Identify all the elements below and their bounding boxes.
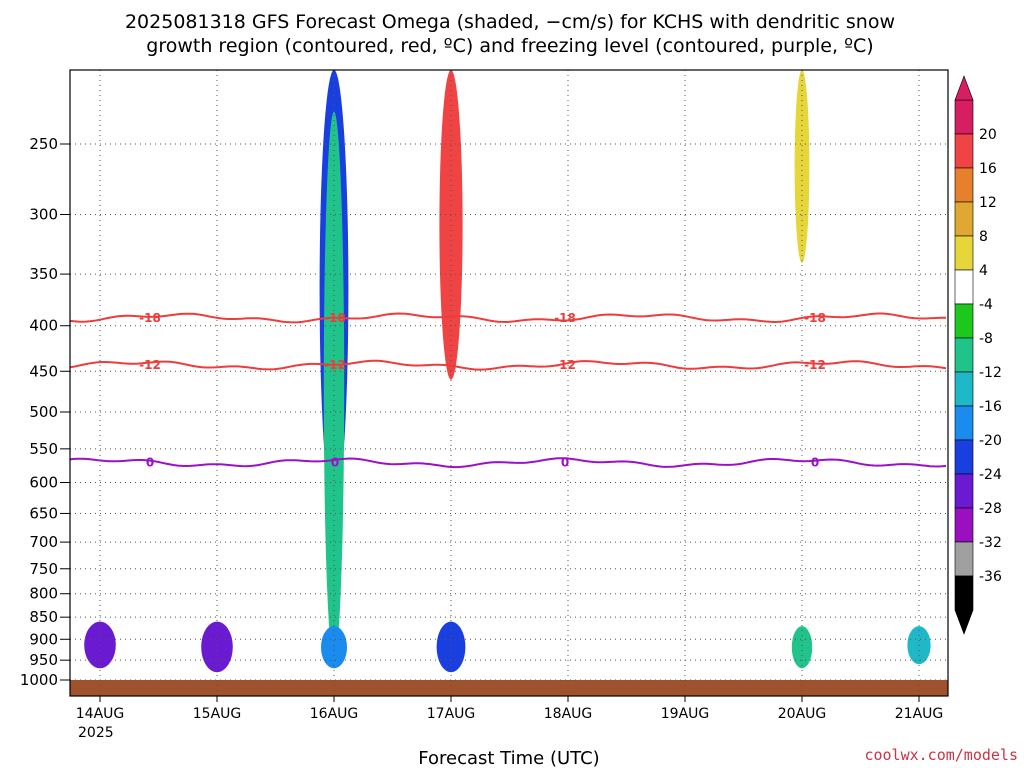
colorbar: 20 16 12 8 4 -4 -8 -12 -16 -20 -24 -28 -32 -36 [954, 75, 1002, 635]
y-tick-label: 400 [29, 317, 58, 335]
contour-label: -12 [804, 358, 826, 372]
colorbar-tick-label: 4 [979, 263, 988, 279]
contour-line [69, 457, 947, 469]
contour-line [69, 312, 946, 324]
colorbar-tick-label: 12 [979, 195, 997, 211]
omega-cell [321, 626, 347, 669]
colorbar-segment [954, 405, 974, 441]
x-tick-label: 15AUG [193, 706, 242, 722]
colorbar-tick-label: -36 [979, 569, 1002, 585]
colorbar-tick-label: -28 [979, 501, 1002, 517]
colorbar-top-arrow [954, 75, 974, 101]
x-tick-label: 18AUG [544, 706, 593, 722]
contour-label: -18 [324, 311, 346, 325]
colorbar-segment [954, 303, 974, 339]
x-axis-title: Forecast Time (UTC) [418, 748, 599, 768]
plot-frame [69, 69, 949, 697]
contour-label: 0 [146, 456, 154, 470]
contour-label: 0 [561, 456, 569, 470]
colorbar-tick-label: -4 [979, 297, 993, 313]
omega-cell [794, 70, 810, 263]
colorbar-segment [954, 575, 974, 611]
colorbar-segment [954, 133, 974, 169]
colorbar-segment [954, 269, 974, 305]
y-tick-label: 650 [29, 504, 58, 522]
y-tick-label: 1000 [20, 671, 58, 689]
y-tick-label: 750 [29, 560, 58, 578]
omega-cell [436, 621, 466, 673]
x-tick-label: 20AUG [778, 706, 827, 722]
colorbar-segment [954, 473, 974, 509]
contour-label: -12 [324, 358, 346, 372]
ground-strip [70, 680, 948, 696]
contour-label: 0 [811, 456, 819, 470]
y-tick-label: 850 [29, 608, 58, 626]
colorbar-segment [954, 99, 974, 135]
colorbar-segment [954, 371, 974, 407]
contour-line [69, 359, 947, 371]
contour-label: -18 [139, 311, 161, 325]
colorbar-segment [954, 337, 974, 373]
colorbar-bottom-arrow [954, 609, 974, 635]
contour-label: -18 [554, 311, 576, 325]
temperature-contours: -18 -18 -18 -18 -12 -12 -12 -12 0 0 0 0 [69, 311, 947, 470]
y-tick-label: 700 [29, 533, 58, 551]
contour-label: -18 [804, 311, 826, 325]
y-tick-label: 800 [29, 585, 58, 603]
x-axis-ticks: 14AUG 15AUG 16AUG 17AUG 18AUG 19AUG 20AUG 21AUG [76, 696, 944, 722]
y-tick-label: 600 [29, 473, 58, 491]
colorbar-tick-label: -16 [979, 399, 1002, 415]
y-tick-label: 900 [29, 630, 58, 648]
y-tick-label: 550 [29, 440, 58, 458]
omega-cell [791, 626, 813, 669]
x-tick-label: 16AUG [310, 706, 359, 722]
colorbar-tick-label: -8 [979, 331, 993, 347]
colorbar-tick-label: 16 [979, 161, 997, 177]
colorbar-segment [954, 439, 974, 475]
y-tick-label: 250 [29, 135, 58, 153]
y-axis-ticks: 250 300 350 400 450 500 550 600 650 700 750 800 850 9… [20, 135, 70, 689]
colorbar-segment [954, 507, 974, 543]
colorbar-segment [954, 201, 974, 237]
y-tick-label: 450 [29, 362, 58, 380]
contour-label: 0 [331, 456, 339, 470]
colorbar-tick-label: 20 [979, 127, 997, 143]
colorbar-tick-label: -32 [979, 535, 1002, 551]
x-tick-label: 14AUG [76, 706, 125, 722]
contour-label: -12 [554, 358, 576, 372]
chart-title-line1: 2025081318 GFS Forecast Omega (shaded, −… [125, 11, 895, 33]
x-year-label: 2025 [78, 725, 114, 741]
y-tick-label: 950 [29, 651, 58, 669]
x-tick-label: 19AUG [661, 706, 710, 722]
colorbar-segment [954, 167, 974, 203]
colorbar-segment [954, 541, 974, 577]
y-tick-label: 300 [29, 205, 58, 223]
omega-shading [70, 70, 948, 696]
omega-cell [439, 70, 463, 380]
contour-label: -12 [139, 358, 161, 372]
colorbar-tick-label: 8 [979, 229, 988, 245]
x-tick-label: 21AUG [895, 706, 944, 722]
y-tick-label: 350 [29, 265, 58, 283]
y-tick-label: 500 [29, 403, 58, 421]
colorbar-tick-label: -12 [979, 365, 1002, 381]
chart-title-line2: growth region (contoured, red, ºC) and f… [146, 35, 873, 57]
x-tick-label: 17AUG [427, 706, 476, 722]
omega-cell [201, 621, 233, 673]
credit-text: coolwx.com/models [864, 746, 1018, 764]
omega-cell [84, 621, 116, 669]
colorbar-tick-label: -20 [979, 433, 1002, 449]
colorbar-segment [954, 235, 974, 271]
colorbar-tick-label: -24 [979, 467, 1002, 483]
